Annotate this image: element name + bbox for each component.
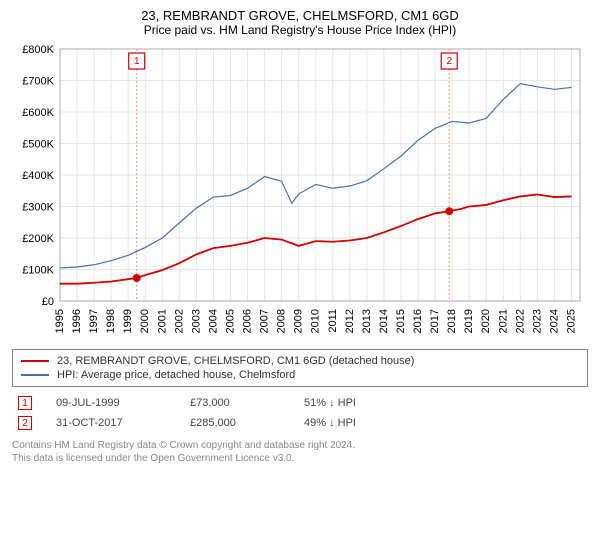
- legend-label: HPI: Average price, detached house, Chel…: [57, 369, 295, 381]
- svg-text:2023: 2023: [531, 309, 543, 333]
- title-line-1: 23, REMBRANDT GROVE, CHELMSFORD, CM1 6GD: [12, 8, 588, 23]
- svg-text:2012: 2012: [344, 309, 356, 333]
- sale-pct-vs-hpi: 49% ↓ HPI: [304, 417, 356, 429]
- svg-text:£0: £0: [42, 296, 54, 308]
- svg-text:2019: 2019: [463, 309, 475, 333]
- svg-text:£200K: £200K: [22, 233, 54, 245]
- svg-text:£100K: £100K: [22, 265, 54, 277]
- legend-row: 23, REMBRANDT GROVE, CHELMSFORD, CM1 6GD…: [21, 354, 579, 368]
- svg-text:2: 2: [446, 56, 452, 67]
- svg-text:1996: 1996: [71, 309, 83, 333]
- chart-container: 23, REMBRANDT GROVE, CHELMSFORD, CM1 6GD…: [0, 0, 600, 560]
- svg-text:2017: 2017: [429, 309, 441, 333]
- svg-text:2013: 2013: [361, 309, 373, 333]
- svg-text:£800K: £800K: [22, 44, 54, 56]
- legend-swatch: [21, 374, 49, 376]
- legend-swatch: [21, 360, 49, 362]
- svg-text:2020: 2020: [480, 309, 492, 333]
- svg-text:£400K: £400K: [22, 170, 54, 182]
- attribution-line-2: This data is licensed under the Open Gov…: [12, 452, 588, 465]
- legend: 23, REMBRANDT GROVE, CHELMSFORD, CM1 6GD…: [12, 349, 588, 387]
- sale-price: £73,000: [190, 397, 280, 409]
- svg-text:2001: 2001: [156, 309, 168, 333]
- svg-text:2005: 2005: [224, 309, 236, 333]
- svg-text:2000: 2000: [139, 309, 151, 333]
- svg-text:2008: 2008: [276, 309, 288, 333]
- sale-row: 1 09-JUL-1999 £73,000 51% ↓ HPI: [12, 393, 588, 413]
- svg-text:2016: 2016: [412, 309, 424, 333]
- svg-text:1995: 1995: [54, 309, 66, 333]
- svg-text:1999: 1999: [122, 309, 134, 333]
- svg-text:1998: 1998: [105, 309, 117, 333]
- sale-marker-box: 1: [18, 396, 32, 410]
- attribution-line-1: Contains HM Land Registry data © Crown c…: [12, 439, 588, 452]
- svg-text:£500K: £500K: [22, 139, 54, 151]
- svg-text:2010: 2010: [310, 309, 322, 333]
- svg-text:2011: 2011: [327, 309, 339, 333]
- title-line-2: Price paid vs. HM Land Registry's House …: [12, 23, 588, 37]
- svg-text:2004: 2004: [207, 309, 219, 333]
- svg-text:2002: 2002: [173, 309, 185, 333]
- sale-price: £285,000: [190, 417, 280, 429]
- svg-text:2015: 2015: [395, 309, 407, 333]
- svg-text:£300K: £300K: [22, 202, 54, 214]
- svg-text:2009: 2009: [293, 309, 305, 333]
- svg-text:2003: 2003: [190, 309, 202, 333]
- svg-text:2022: 2022: [514, 309, 526, 333]
- sale-row: 2 31-OCT-2017 £285,000 49% ↓ HPI: [12, 413, 588, 433]
- sale-date: 31-OCT-2017: [56, 417, 166, 429]
- legend-label: 23, REMBRANDT GROVE, CHELMSFORD, CM1 6GD…: [57, 355, 414, 367]
- svg-text:2024: 2024: [548, 309, 560, 333]
- sale-date: 09-JUL-1999: [56, 397, 166, 409]
- price-hpi-chart: £0 £100K £200K £300K £400K £500K £600K £700K £80…: [12, 43, 588, 343]
- chart-area: £0 £100K £200K £300K £400K £500K £600K £700K £80…: [12, 43, 588, 343]
- svg-text:2014: 2014: [378, 309, 390, 333]
- svg-text:1997: 1997: [88, 309, 100, 333]
- svg-text:2018: 2018: [446, 309, 458, 333]
- svg-text:2007: 2007: [259, 309, 271, 333]
- sale-pct-vs-hpi: 51% ↓ HPI: [304, 397, 356, 409]
- sales-table: 1 09-JUL-1999 £73,000 51% ↓ HPI 2 31-OCT-2017…: [12, 393, 588, 433]
- svg-text:£700K: £700K: [22, 76, 54, 88]
- svg-text:£600K: £600K: [22, 107, 54, 119]
- legend-row: HPI: Average price, detached house, Chel…: [21, 368, 579, 382]
- attribution: Contains HM Land Registry data © Crown c…: [12, 439, 588, 465]
- svg-text:2006: 2006: [242, 309, 254, 333]
- sale-marker-box: 2: [18, 416, 32, 430]
- svg-text:2021: 2021: [497, 309, 509, 333]
- svg-text:2025: 2025: [565, 309, 577, 333]
- svg-text:1: 1: [134, 56, 140, 67]
